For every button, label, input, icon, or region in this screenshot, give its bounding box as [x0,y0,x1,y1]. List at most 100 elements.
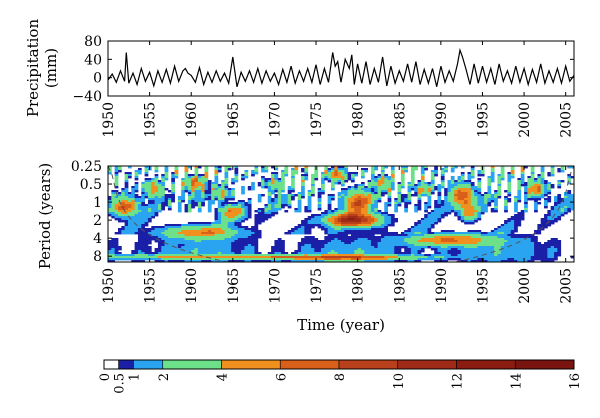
wavelet-cell [327,226,332,229]
wavelet-cell [370,182,375,185]
wavelet-cell [497,176,502,179]
wavelet-cell [307,200,312,203]
wavelet-cell [257,260,262,262]
wavelet-cell [504,252,508,255]
wavelet-cell [111,206,116,209]
wavelet-cell [404,260,408,262]
wavelet-cell [444,240,448,243]
wavelet-cell [554,214,558,217]
wavelet-cell [537,190,542,193]
wavelet-cell [394,242,398,245]
wavelet-cell [384,184,388,187]
wavelet-cell [154,212,159,215]
wavelet-cell [214,208,219,211]
wavelet-cell [167,208,172,211]
wavelet-cell [311,194,315,197]
wavelet-cell [241,210,245,213]
wavelet-cell [301,248,305,251]
wavelet-cell [174,234,179,237]
wavelet-cell [460,200,465,203]
wavelet-cell [417,246,422,249]
wavelet-cell [224,240,229,243]
wavelet-cell [357,230,362,233]
wavelet-cell [227,192,232,195]
wavelet-cell [477,242,482,245]
wavelet-cell [420,186,425,189]
wavelet-cell [400,186,405,189]
wavelet-cell [211,250,215,253]
wavelet-cell [174,248,179,251]
wavelet-cell [304,218,309,221]
wavelet-cell [467,244,472,247]
wavelet-cell [141,208,146,211]
wavelet-cell [484,200,488,203]
wavelet-cell [164,254,169,257]
wavelet-cell [540,254,545,257]
wavelet-cell [360,258,365,261]
wavelet-cell [171,190,175,193]
wavelet-cell [241,246,245,249]
wavelet-cell [530,194,535,197]
wavelet-cell [161,256,165,259]
wavelet-cell [324,214,329,217]
wavelet-cell [197,240,202,243]
wavelet-cell [487,204,492,207]
wavelet-cell [474,250,478,253]
wavelet-cell [147,204,152,207]
wavelet-cell [517,198,522,201]
wavelet-cell [174,258,179,261]
wavelet-cell [484,256,488,259]
wavelet-cell [111,202,116,205]
wavelet-cell [530,254,535,257]
wavelet-cell [550,220,555,223]
wavelet-cell [490,194,495,197]
wavelet-cell [520,254,525,257]
wavelet-cell [417,238,422,241]
wavelet-cell [234,174,239,177]
wavelet-cell [337,204,342,207]
wavelet-cell [470,218,475,221]
wavelet-cell [384,202,388,205]
wavelet-cell [164,234,169,237]
wavelet-cell [124,186,129,189]
wavelet-cell [177,256,182,259]
wavelet-cell [460,198,465,201]
wavelet-cell [304,258,309,261]
wavelet-cell [347,222,352,225]
wavelet-cell [530,198,535,201]
wavelet-cell [237,206,242,209]
wavelet-cell [331,196,335,199]
wavelet-cell [480,196,485,199]
wavelet-cell [164,166,169,169]
wavelet-cell [124,218,129,221]
wavelet-cell [187,226,192,229]
wavelet-cell [327,238,332,241]
wavelet-cell [400,236,405,239]
wavelet-cell [434,210,438,213]
wavelet-cell [144,168,149,171]
wavelet-cell [244,250,249,253]
wavelet-cell [201,174,205,177]
wavelet-cell [307,250,312,253]
wavelet-cell [304,260,309,262]
wavelet-cell [294,258,299,261]
wavelet-cell [254,168,259,171]
wavelet-cell [487,198,492,201]
wavelet-cell [111,208,116,211]
wavelet-cell [111,216,116,219]
wavelet-cell [520,216,525,219]
wavelet-cell [147,228,152,231]
wavelet-cell [221,184,225,187]
wavelet-cell [267,198,272,201]
wavelet-cell [400,168,405,171]
wavelet-cell [520,182,525,185]
wavelet-cell [108,166,112,169]
wavelet-cell [344,210,349,213]
wavelet-cell [447,202,452,205]
wavelet-cell [550,238,555,241]
wavelet-cell [424,236,428,239]
wavelet-cell [424,224,428,227]
wavelet-cell [494,196,498,199]
wavelet-cell [354,198,359,201]
wavelet-cell [444,196,448,199]
